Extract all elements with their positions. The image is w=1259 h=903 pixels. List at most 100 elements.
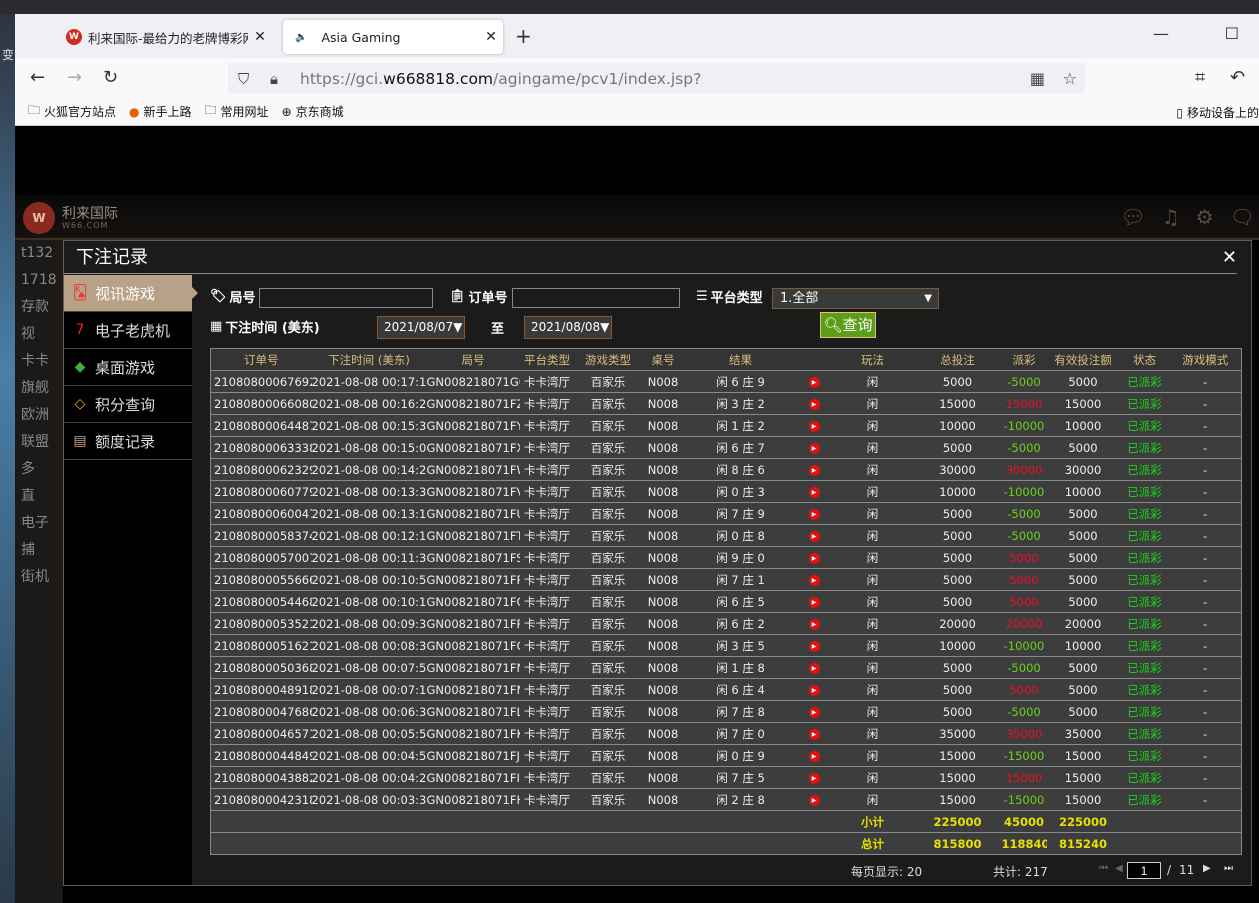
close-tab-icon[interactable]: ✕: [254, 29, 266, 45]
replay-cell[interactable]: ▶: [796, 612, 832, 635]
reload-icon[interactable]: ↻: [103, 67, 119, 88]
close-tab-icon[interactable]: ✕: [485, 29, 497, 45]
replay-cell[interactable]: ▶: [796, 436, 832, 459]
replay-cell[interactable]: ▶: [796, 546, 832, 569]
query-button[interactable]: 🔍︎查询: [820, 312, 876, 338]
prev-page-icon[interactable]: ◀: [1115, 863, 1123, 874]
play-replay-icon[interactable]: ▶: [808, 618, 820, 630]
replay-cell[interactable]: ▶: [796, 392, 832, 415]
tab-lilai[interactable]: W 利来国际-最给力的老牌博彩网站 ✕: [60, 20, 272, 54]
table-row: 2108080005352192021-08-08 00:09:37GN0082…: [210, 612, 1242, 635]
bookmark-item[interactable]: 🗀 火狐官方站点: [28, 101, 116, 122]
play-replay-icon[interactable]: ▶: [808, 706, 820, 718]
replay-cell[interactable]: ▶: [796, 678, 832, 701]
play-replay-icon[interactable]: ▶: [808, 508, 820, 520]
minimize-button[interactable]: —: [1153, 24, 1169, 43]
total-bet-cell: 5000: [913, 590, 1002, 613]
sidebar-item-4[interactable]: ▤ 额度记录: [64, 423, 192, 460]
play-replay-icon[interactable]: ▶: [808, 376, 820, 388]
speaker-icon[interactable]: 🔈: [295, 31, 308, 43]
bookmark-star-icon[interactable]: ☆: [1062, 69, 1077, 88]
play-replay-icon[interactable]: ▶: [808, 596, 820, 608]
play-replay-icon[interactable]: ▶: [808, 530, 820, 542]
bookmark-item[interactable]: ● 新手上路: [129, 103, 192, 120]
play-replay-icon[interactable]: ▶: [808, 574, 820, 586]
play-replay-icon[interactable]: ▶: [808, 442, 820, 454]
result-cell: 闲 3 庄 2: [684, 392, 797, 415]
undo-icon[interactable]: ↶: [1230, 67, 1246, 88]
replay-cell[interactable]: ▶: [796, 700, 832, 723]
bookmark-item[interactable]: 🗀 常用网址: [205, 101, 269, 122]
page-input[interactable]: [1127, 862, 1161, 879]
replay-cell[interactable]: ▶: [796, 524, 832, 547]
replay-cell[interactable]: ▶: [796, 370, 832, 393]
replay-cell[interactable]: ▶: [796, 788, 832, 811]
play-replay-icon[interactable]: ▶: [808, 420, 820, 432]
sidebar-item-0[interactable]: 🂮 视讯游戏: [64, 275, 198, 312]
play-replay-icon[interactable]: ▶: [808, 794, 820, 806]
first-page-icon[interactable]: ⏮: [1099, 863, 1108, 874]
result-cell: 闲 7 庄 0: [684, 722, 797, 745]
sidebar-item-1[interactable]: 7 电子老虎机: [64, 312, 192, 349]
play-replay-icon[interactable]: ▶: [808, 640, 820, 652]
play-replay-icon[interactable]: ▶: [808, 398, 820, 410]
platform-type-cell: 卡卡湾厅: [519, 656, 575, 679]
back-icon[interactable]: ←: [30, 67, 46, 88]
qr-code-icon[interactable]: ▦: [1029, 69, 1045, 88]
customer-service-icon[interactable]: 💬︎: [1120, 205, 1146, 229]
replay-cell[interactable]: ▶: [796, 634, 832, 657]
bookmark-item[interactable]: ⊕ 京东商城: [282, 103, 344, 120]
play-replay-icon[interactable]: ▶: [808, 486, 820, 498]
play-replay-icon[interactable]: ▶: [808, 728, 820, 740]
replay-cell[interactable]: ▶: [796, 656, 832, 679]
lock-icon[interactable]: 🔒︎: [270, 69, 278, 88]
shield-icon[interactable]: ⛉: [238, 69, 250, 88]
result-cell: 闲 6 庄 5: [684, 590, 797, 613]
play-replay-icon[interactable]: ▶: [808, 464, 820, 476]
next-page-icon[interactable]: ▶: [1203, 863, 1211, 874]
last-page-icon[interactable]: ⏭: [1224, 863, 1233, 874]
replay-cell[interactable]: ▶: [796, 414, 832, 437]
music-icon[interactable]: ♫: [1161, 205, 1180, 229]
replay-cell[interactable]: ▶: [796, 568, 832, 591]
play-replay-icon[interactable]: ▶: [808, 552, 820, 564]
maximize-button[interactable]: ☐: [1224, 24, 1239, 43]
replay-cell[interactable]: ▶: [796, 744, 832, 767]
play-replay-icon[interactable]: ▶: [808, 772, 820, 784]
play-replay-icon[interactable]: ▶: [808, 662, 820, 674]
date-from-picker[interactable]: 2021/08/07▼: [377, 316, 465, 339]
game-panel-fragment: 直: [21, 488, 35, 504]
date-to-picker[interactable]: 2021/08/08▼: [524, 316, 612, 339]
address-bar[interactable]: ⛉ 🔒︎ https://gci.w668818.com/agingame/pc…: [228, 63, 1085, 94]
gear-icon[interactable]: ⚙: [1195, 205, 1214, 229]
replay-cell[interactable]: ▶: [796, 458, 832, 481]
crop-icon[interactable]: ⌗: [1195, 67, 1206, 88]
mobile-bookmarks[interactable]: ▯ 移动设备上的: [1176, 104, 1259, 121]
replay-cell[interactable]: ▶: [796, 480, 832, 503]
sidebar-item-3[interactable]: ◇ 积分查询: [64, 386, 192, 423]
play-replay-icon[interactable]: ▶: [808, 684, 820, 696]
replay-cell[interactable]: ▶: [796, 502, 832, 525]
replay-cell[interactable]: ▶: [796, 722, 832, 745]
order-number-input[interactable]: [512, 288, 680, 308]
forward-icon[interactable]: →: [67, 67, 83, 88]
replay-cell[interactable]: ▶: [796, 590, 832, 613]
table-number-cell: N008: [641, 656, 685, 679]
bet-type-cell: 闲: [831, 766, 914, 789]
total-bet-cell: 15000: [913, 766, 1002, 789]
tab-asia-gaming[interactable]: 🔈 Asia Gaming ✕: [283, 20, 503, 54]
result-cell: 闲 7 庄 1: [684, 568, 797, 591]
new-tab-button[interactable]: +: [515, 24, 532, 48]
close-icon[interactable]: ✕: [1221, 247, 1237, 268]
platform-type-select[interactable]: 1.全部 ▼: [772, 288, 939, 309]
sidebar-item-2[interactable]: ◆ 桌面游戏: [64, 349, 192, 386]
per-page-text: 每页显示: 20: [851, 865, 923, 879]
chat-icon[interactable]: 🗨︎: [1229, 205, 1255, 229]
payout-cell: 5000: [1001, 590, 1047, 613]
round-number-input[interactable]: [259, 288, 433, 308]
play-replay-icon[interactable]: ▶: [808, 750, 820, 762]
column-header: 结果: [684, 348, 797, 371]
game-side-panel: t132 1718 存款视卡卡 旗舰 欧洲 联盟多直电子捕街机: [15, 240, 63, 903]
replay-cell[interactable]: ▶: [796, 766, 832, 789]
query-label: 查询: [842, 316, 873, 334]
